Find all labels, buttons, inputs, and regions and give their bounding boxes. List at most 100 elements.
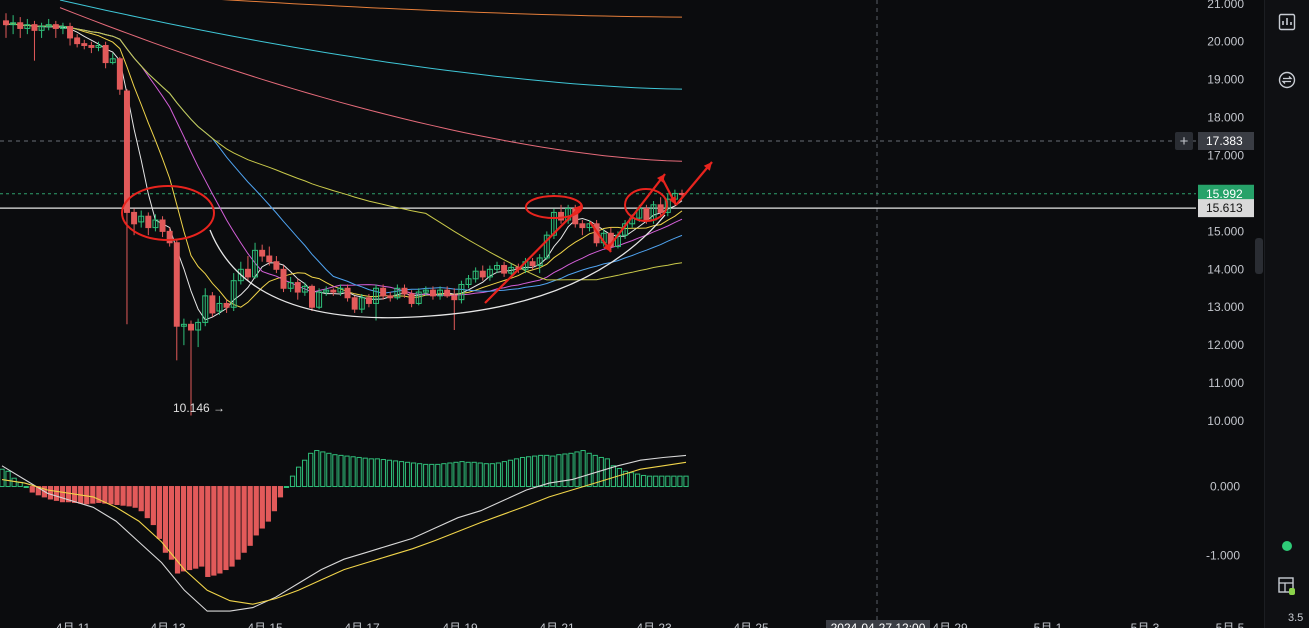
moving-average-lines: [5, 0, 683, 321]
macd-bar: [459, 461, 465, 488]
candle-body: [337, 287, 344, 293]
price-tick-label: 13.000: [1207, 300, 1244, 314]
macd-bar: [659, 475, 665, 488]
status-dot-icon: [1273, 532, 1301, 560]
macd-bar: [495, 462, 501, 488]
macd-bar: [5, 470, 11, 488]
macd-bar: [544, 454, 550, 488]
macd-bar: [398, 461, 405, 488]
candle-body: [415, 291, 422, 304]
macd-bar: [308, 452, 314, 488]
candle-body: [74, 37, 81, 45]
macd-bar: [471, 461, 477, 488]
macd-bar: [350, 456, 356, 488]
candle-body: [330, 289, 337, 293]
price-tick-label: 21.000: [1207, 0, 1244, 11]
candle-body: [88, 45, 95, 48]
macd-bar: [199, 486, 205, 567]
macd-bar: [435, 463, 441, 488]
price-tick-label: 11.000: [1208, 376, 1244, 390]
macd-tick-label: -1.000: [1206, 549, 1240, 563]
swap-icon[interactable]: [1273, 66, 1301, 94]
macd-bar: [96, 486, 102, 503]
candle-body: [365, 297, 372, 304]
annotation-arrow-up-1-shaft: [484, 204, 583, 304]
axis-scroll-handle[interactable]: [1255, 238, 1263, 274]
macd-bar: [483, 463, 489, 488]
candle-body: [173, 242, 180, 327]
candle-body: [195, 321, 202, 331]
macd-bar: [11, 477, 17, 488]
candle-body: [59, 26, 66, 29]
time-tick-label: 4月 17: [344, 621, 380, 628]
candle-body: [237, 268, 244, 282]
macd-bar: [465, 461, 471, 488]
candle-body: [437, 289, 444, 297]
candle-body: [131, 211, 138, 225]
annotation-arrow-up-2-shaft: [607, 173, 666, 249]
candle-body: [52, 24, 59, 29]
candle-body: [67, 26, 74, 39]
candle-body: [465, 278, 472, 285]
candle-body: [287, 282, 294, 289]
candle-body: [24, 24, 31, 29]
macd-bar: [568, 452, 574, 488]
macd-bar: [283, 486, 290, 489]
layout-icon[interactable]: [1273, 572, 1301, 600]
macd-bar: [344, 455, 350, 488]
candle-body: [579, 223, 586, 229]
macd-bar: [90, 486, 96, 504]
macd-bar: [174, 486, 181, 574]
candle-body: [180, 323, 187, 327]
macd-bar: [616, 468, 623, 488]
candle-body: [145, 215, 152, 229]
macd-bar: [295, 466, 302, 488]
macd-bar: [338, 454, 344, 488]
candle-body: [493, 265, 500, 270]
macd-dea-line: [1, 461, 687, 605]
macd-bar: [580, 450, 586, 488]
crosshair-date-label: 2024-04-27 12:00: [831, 621, 926, 628]
macd-bar: [23, 486, 29, 489]
macd-panel: [0, 450, 689, 612]
macd-bar: [598, 456, 604, 488]
chart-settings-icon[interactable]: [1273, 8, 1301, 36]
macd-bar: [665, 475, 671, 488]
macd-bar: [205, 486, 211, 577]
ma-line-5: [5, 23, 683, 321]
macd-bar: [187, 486, 193, 571]
time-tick-label: 4月 13: [150, 621, 186, 628]
macd-bar: [489, 463, 495, 488]
macd-bar: [217, 486, 223, 574]
candle-body: [266, 255, 273, 263]
candle-body: [123, 90, 130, 213]
macd-bar: [144, 486, 150, 519]
macd-bar: [53, 486, 60, 501]
candle-body: [10, 22, 17, 26]
macd-bar: [253, 486, 259, 536]
time-tick-label: 4月 15: [247, 621, 283, 628]
candle-body: [472, 270, 479, 280]
macd-bar: [592, 454, 598, 488]
ma-line-cyan: [59, 0, 683, 90]
macd-bar: [368, 458, 374, 488]
candle-body: [109, 58, 116, 64]
macd-bar: [277, 486, 284, 498]
time-tick-label: 5月 3: [1131, 621, 1160, 628]
macd-bar: [35, 486, 41, 496]
ma-line-salmon: [59, 7, 683, 162]
candle-body: [301, 285, 308, 293]
macd-bar: [0, 468, 5, 488]
right-toolbar: [1264, 0, 1309, 628]
macd-bar: [550, 455, 556, 488]
price-tick-label: 14.000: [1207, 262, 1244, 276]
macd-bar: [229, 486, 235, 567]
macd-bar: [314, 450, 320, 488]
candle-body: [429, 289, 436, 297]
candle-body: [273, 261, 280, 270]
macd-bar: [622, 470, 629, 488]
macd-bar: [641, 474, 647, 488]
candle-body: [223, 302, 230, 308]
price-tick-label: 17.000: [1207, 149, 1244, 163]
